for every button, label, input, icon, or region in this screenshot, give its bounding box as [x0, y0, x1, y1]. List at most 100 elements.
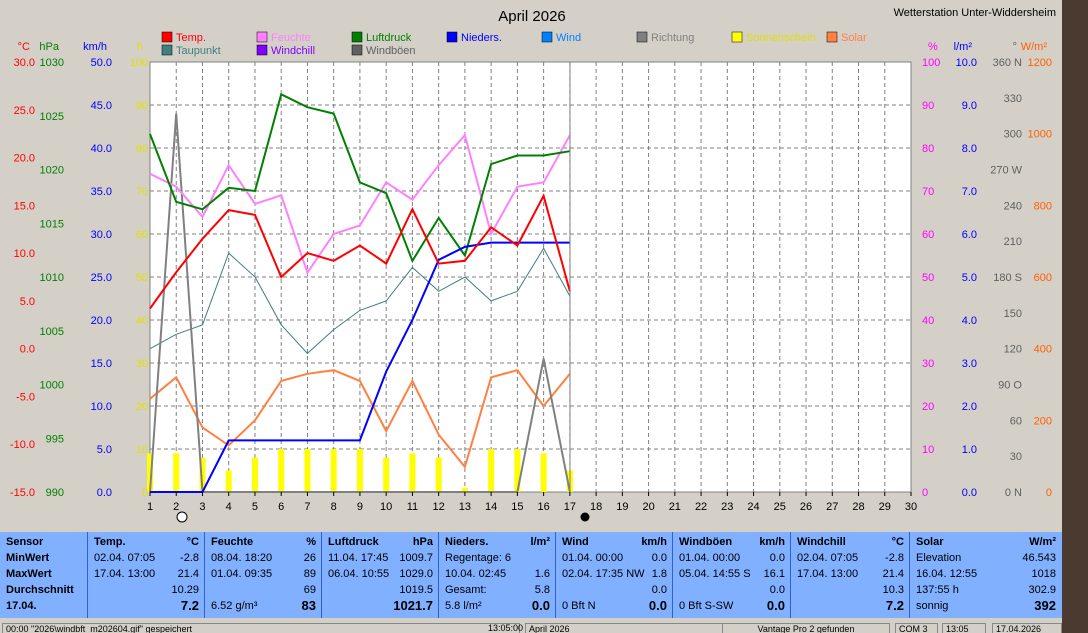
tick-label: 0	[1046, 487, 1052, 499]
series-line-solar	[149, 369, 571, 470]
humidity-current: 83	[301, 598, 316, 613]
tick-label: 30	[922, 358, 934, 370]
x-tick-label: 16	[537, 501, 549, 513]
tick-label: 4.0	[962, 315, 977, 327]
tick-label: 60	[136, 229, 148, 241]
wind-avg: 0.0	[651, 584, 667, 596]
tick-label: 50.0	[91, 57, 112, 69]
tick-label: 0 N	[1005, 487, 1022, 499]
min-label: MinWert	[6, 552, 50, 564]
tick-label: 1000	[1028, 129, 1052, 141]
legend-swatch	[446, 31, 458, 43]
temp-title: Temp.	[94, 536, 126, 548]
gust-max-time: 05.04. 14:55 S	[679, 568, 751, 580]
x-tick-label: 24	[747, 501, 759, 513]
windchill-max: 21.4	[882, 568, 904, 580]
x-tick-label: 17	[564, 501, 576, 513]
sunshine-bar	[540, 453, 547, 492]
legend-swatch	[541, 31, 553, 43]
legend-label: Nieders.	[461, 32, 502, 44]
tick-label: 40.0	[91, 143, 112, 155]
tick-label: 1030	[40, 57, 64, 69]
x-tick-label: 5	[252, 501, 258, 513]
solar-condition: sonnig	[916, 600, 949, 612]
sunshine-bar	[488, 449, 495, 492]
sunshine-bar	[173, 453, 180, 492]
wind-current: 0.0	[648, 598, 667, 613]
gust-unit: km/h	[759, 536, 785, 548]
pressure-max-time: 06.04. 10:55	[328, 568, 390, 580]
solar-hours: 137:55 h	[916, 584, 959, 596]
windchill-unit: °C	[891, 536, 904, 548]
x-tick-label: 3	[199, 501, 205, 513]
series-line-luftdruck	[149, 92, 571, 264]
solar-column: Solar W/m² Elevation 46.543 16.04. 12:55 10…	[910, 532, 1061, 618]
tick-label: 300	[1004, 129, 1022, 141]
chart-title: April 2026	[498, 8, 566, 25]
tick-label: 40	[136, 315, 148, 327]
axes: °C30.025.020.015.010.05.00.0-5.0-10.0-15…	[10, 41, 1052, 513]
x-tick-label: 29	[879, 501, 891, 513]
windchill-title: Windchill	[797, 536, 846, 548]
x-tick-label: 28	[852, 501, 864, 513]
wind-bft: 0 Bft N	[562, 600, 596, 612]
tick-label: 1025	[40, 111, 64, 123]
tick-label: 90	[136, 100, 148, 112]
windchill-max-time: 17.04. 13:00	[797, 568, 859, 580]
tick-label: 35.0	[91, 186, 112, 198]
tick-label: 600	[1034, 272, 1052, 284]
tick-label: 1020	[40, 165, 64, 177]
x-tick-label: 11	[407, 501, 418, 513]
solar-max-time: 16.04. 12:55	[916, 568, 978, 580]
tick-label: 20.0	[91, 315, 112, 327]
tick-label: 2.0	[962, 401, 977, 413]
pressure-avg: 1019.5	[399, 584, 433, 596]
tick-label: 5.0	[20, 296, 35, 308]
grid	[149, 61, 912, 493]
new-moon-icon	[176, 511, 188, 523]
weather-chart: °C30.025.020.015.010.05.00.0-5.0-10.0-15…	[9, 7, 1056, 523]
legend-swatch	[351, 44, 363, 56]
series-line-nieders	[150, 241, 570, 493]
gust-avg: 0.0	[769, 584, 785, 596]
gust-min-time: 01.04. 00:00	[679, 552, 741, 564]
tick-label: 80	[136, 143, 148, 155]
x-tick-label: 25	[774, 501, 786, 513]
rain-max: 1.6	[534, 568, 550, 580]
tick-label: 40	[922, 315, 934, 327]
tick-label: -15.0	[10, 487, 35, 499]
tick-label: 1010	[40, 272, 64, 284]
humidity-title: Feuchte	[211, 536, 254, 548]
temp-max-time: 17.04. 13:00	[94, 568, 156, 580]
temp-min: -2.8	[180, 552, 199, 564]
sunshine-bar	[330, 449, 337, 492]
tick-label: 30.0	[91, 229, 112, 241]
legend-label: Solar	[841, 32, 867, 44]
sunshine-bar	[199, 457, 206, 492]
x-tick-label: 6	[278, 501, 284, 513]
humidity-min-time: 08.04. 18:20	[211, 552, 273, 564]
rain-unit: l/m²	[530, 536, 550, 548]
sensor-header: Sensor	[6, 536, 44, 548]
x-tick-label: 4	[226, 501, 232, 513]
rain-current: 0.0	[531, 598, 550, 613]
tick-label: 100	[130, 57, 148, 69]
sensor-column: Sensor MinWert MaxWert Durchschnitt 17.0…	[0, 532, 88, 618]
legend-swatch	[826, 31, 838, 43]
tick-label: 25.0	[14, 105, 35, 117]
gust-max: 16.1	[763, 568, 785, 580]
legend-swatch	[256, 31, 268, 43]
gust-title: Windböen	[679, 536, 733, 548]
temp-current: 7.2	[180, 598, 199, 613]
tick-label: 50	[136, 272, 148, 284]
rain-total-label: Gesamt:	[445, 584, 487, 596]
windchill-min: -2.8	[885, 552, 904, 564]
wind-title: Wind	[562, 536, 589, 548]
legend-label: Richtung	[651, 32, 694, 44]
humidity-abs: 6.52 g/m³	[211, 600, 258, 612]
tick-label: 5.0	[97, 444, 112, 456]
max-label: MaxWert	[6, 568, 52, 580]
tick-label: 10.0	[956, 57, 977, 69]
sunshine-bar	[435, 457, 442, 492]
legend-swatch	[256, 44, 268, 56]
